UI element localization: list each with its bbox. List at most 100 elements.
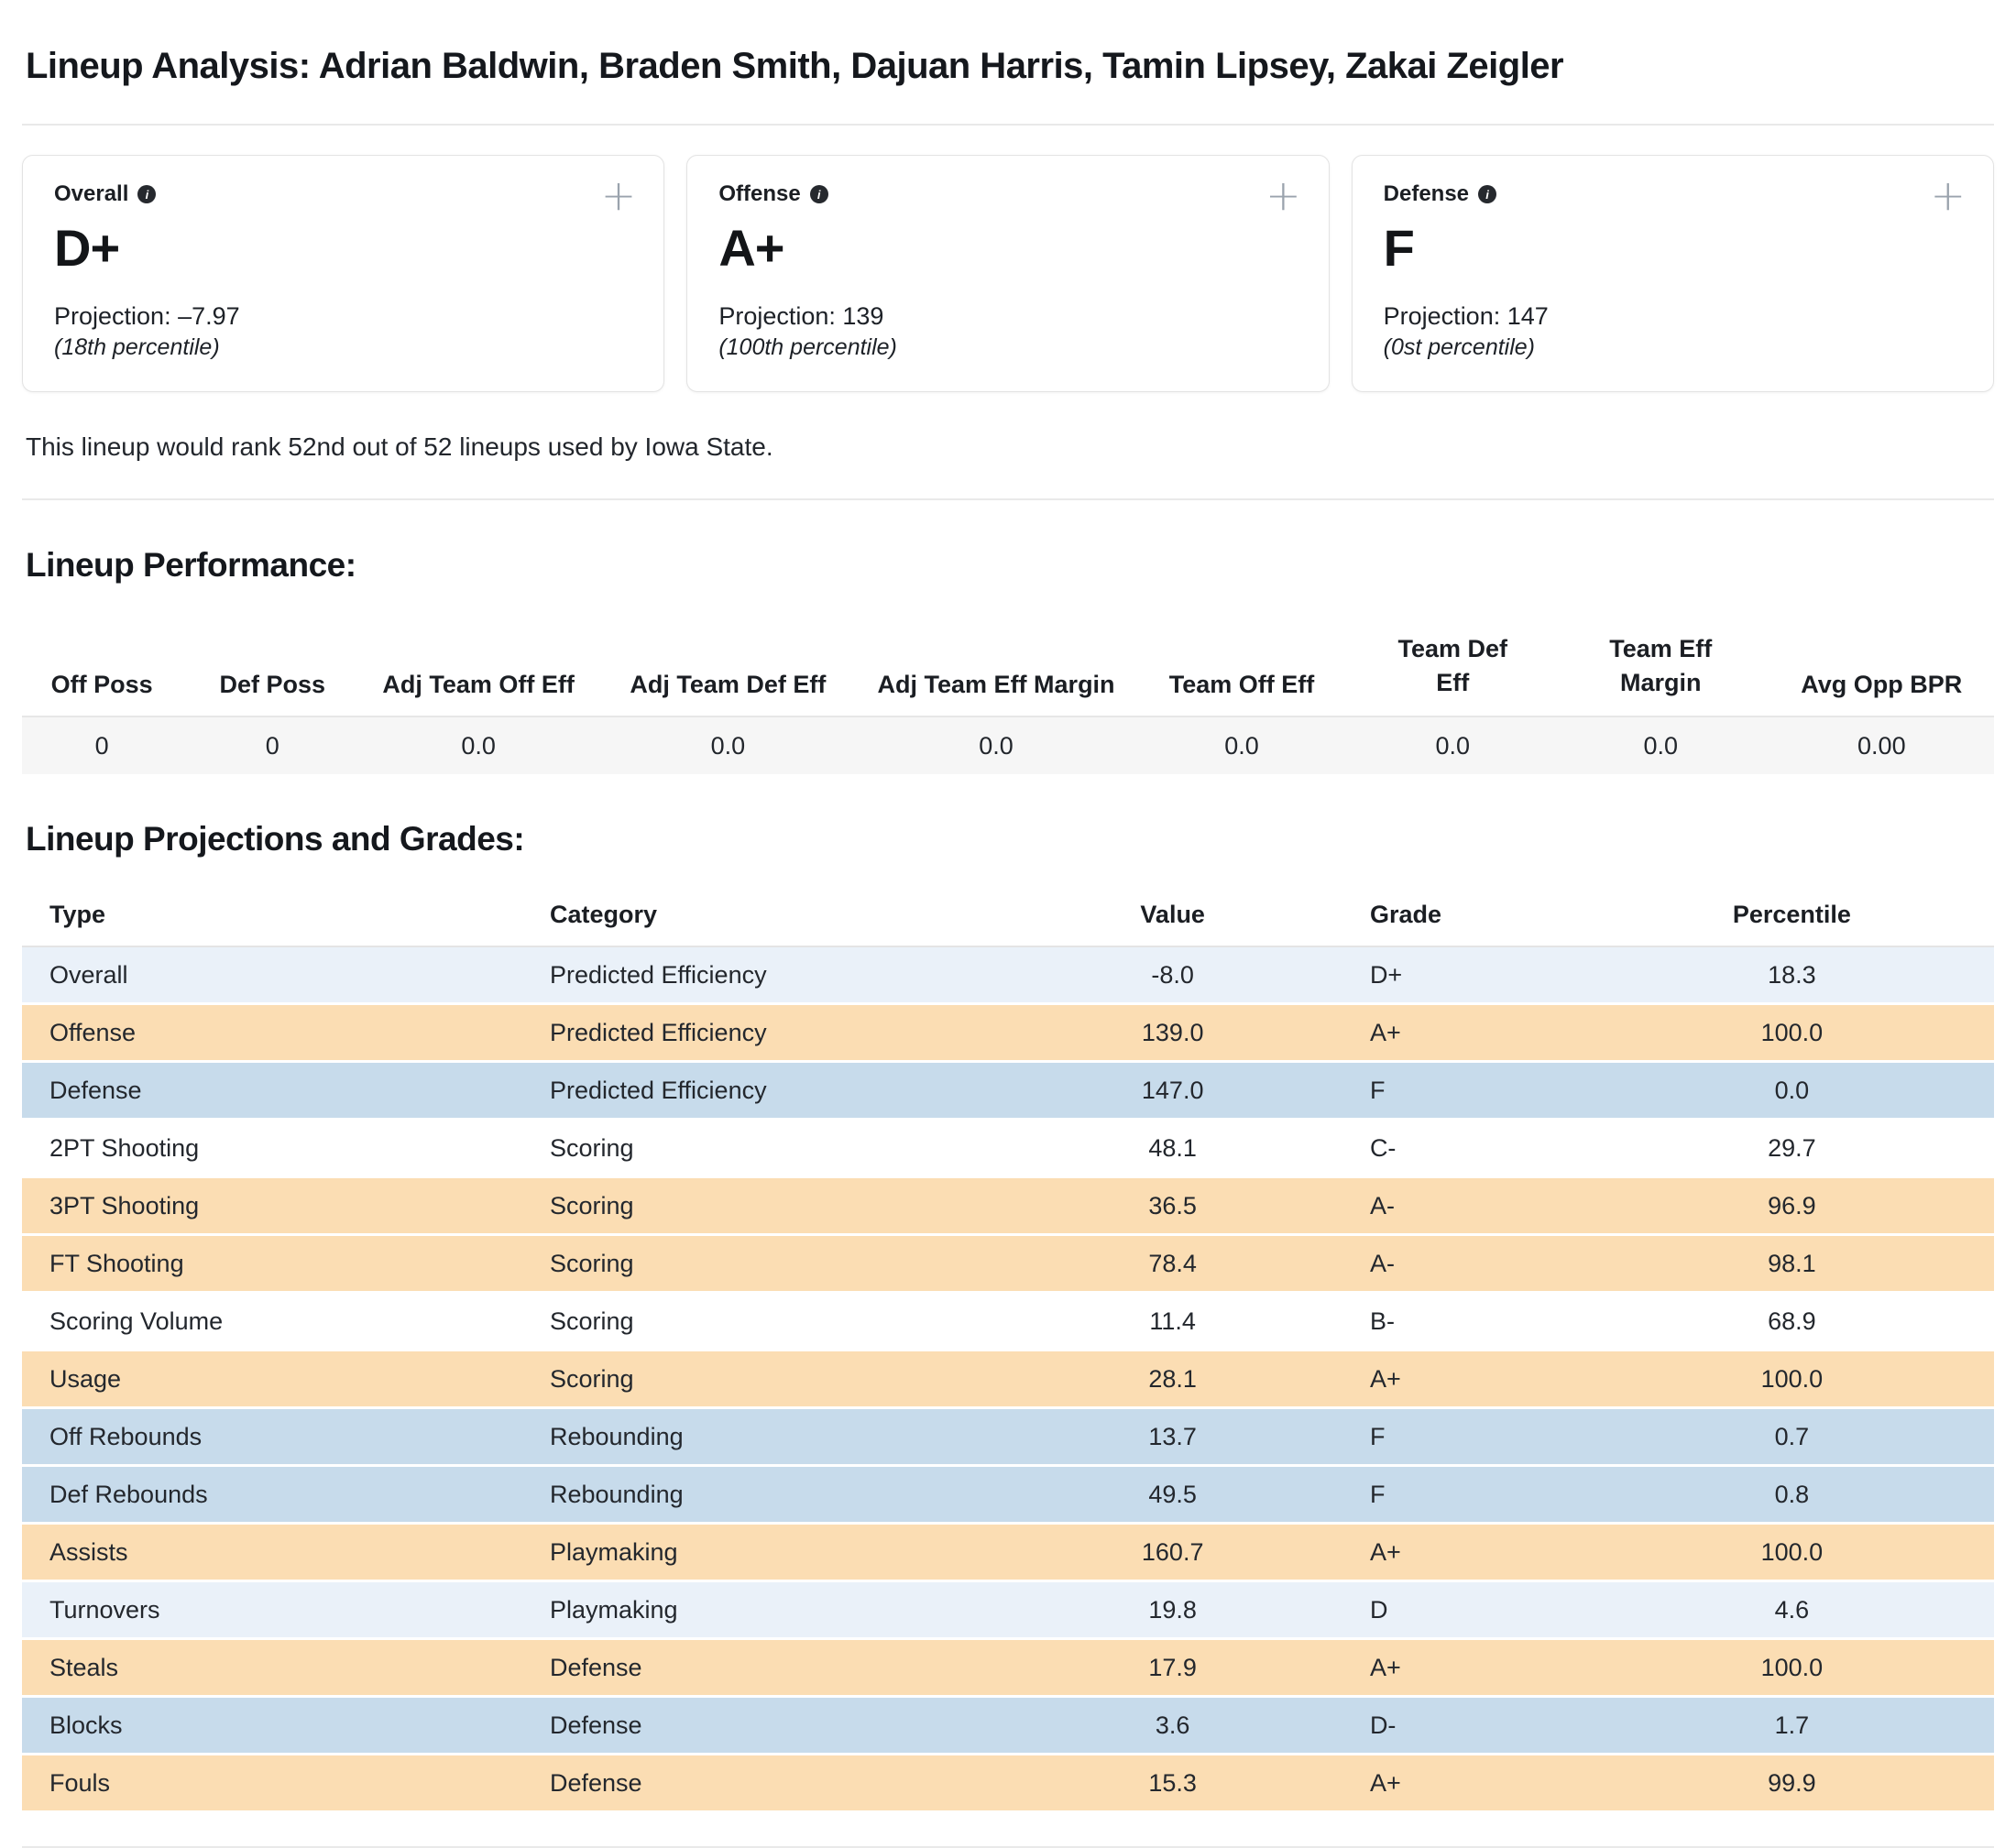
grade-cell: B- — [1305, 1292, 1590, 1352]
performance-heading: Lineup Performance: — [26, 546, 356, 585]
grade-cell: A+ — [1305, 1003, 1590, 1064]
percentile-cell: 29.7 — [1589, 1119, 1994, 1179]
projection-row: Def Rebounds Rebounding 49.5 F 0.8 — [22, 1465, 1994, 1525]
projection-row: Blocks Defense 3.6 D- 1.7 — [22, 1696, 1994, 1756]
value-cell: 0 — [22, 716, 182, 775]
plus-icon[interactable]: + — [600, 170, 637, 220]
value-cell: 0.0 — [1130, 716, 1353, 775]
category-cell: Playmaking — [540, 1523, 1040, 1583]
offense-grade-value: A+ — [718, 219, 784, 277]
type-cell: FT Shooting — [22, 1234, 541, 1295]
offense-grade-card: Offense i + A+ Projection: 139 (100th pe… — [686, 155, 1330, 393]
category-cell: Predicted Efficiency — [540, 1003, 1040, 1064]
projection-row: Fouls Defense 15.3 A+ 99.9 — [22, 1754, 1994, 1814]
column-header: Adj Team Eff Margin — [877, 671, 1115, 699]
type-cell: 3PT Shooting — [22, 1176, 541, 1237]
value-cell: 78.4 — [1039, 1234, 1306, 1295]
grade-cell: D+ — [1305, 946, 1590, 1006]
column-header: Adj Team Off Eff — [382, 671, 575, 699]
type-cell: Turnovers — [22, 1580, 541, 1641]
projection-row: 3PT Shooting Scoring 36.5 A- 96.9 — [22, 1176, 1994, 1237]
grade-cell: A+ — [1305, 1638, 1590, 1699]
performance-values-row: 0 0 0.0 0.0 0.0 0.0 0.0 0.0 0.00 — [22, 716, 1994, 775]
projection-row: 2PT Shooting Scoring 48.1 C- 29.7 — [22, 1119, 1994, 1179]
column-header: Team Eff Margin — [1609, 635, 1713, 696]
value-cell: 0.0 — [363, 716, 595, 775]
percentile-cell: 100.0 — [1589, 1638, 1994, 1699]
category-cell: Defense — [540, 1754, 1040, 1814]
projection-row: Scoring Volume Scoring 11.4 B- 68.9 — [22, 1292, 1994, 1352]
column-header: Grade — [1305, 901, 1590, 948]
projections-table-body: Overall Predicted Efficiency -8.0 D+ 18.3 Off… — [22, 946, 1994, 1814]
value-cell: 11.4 — [1039, 1292, 1306, 1352]
value-cell: 28.1 — [1039, 1350, 1306, 1410]
offense-card-label: Offense — [718, 181, 801, 206]
column-header: Percentile — [1589, 901, 1994, 948]
info-icon[interactable]: i — [809, 185, 828, 203]
value-cell: 19.8 — [1039, 1580, 1306, 1641]
percentile-cell: 100.0 — [1589, 1350, 1994, 1410]
overall-card-label: Overall — [54, 181, 129, 206]
value-cell: 3.6 — [1039, 1696, 1306, 1756]
offense-projection: Projection: 139 — [718, 302, 884, 330]
percentile-cell: 0.8 — [1589, 1465, 1994, 1525]
performance-header-row: Off Poss Def Poss Adj Team Off Eff Adj T… — [22, 632, 1994, 716]
defense-grade-card: Defense i + F Projection: 147 (0st perce… — [1351, 155, 1994, 393]
percentile-cell: 98.1 — [1589, 1234, 1994, 1295]
type-cell: Offense — [22, 1003, 541, 1064]
type-cell: Scoring Volume — [22, 1292, 541, 1352]
column-header: Team Off Eff — [1168, 671, 1315, 699]
type-cell: Usage — [22, 1350, 541, 1410]
grade-cell: F — [1305, 1407, 1590, 1468]
grade-cards-row: Overall i + D+ Projection: –7.97 (18th p… — [22, 155, 1994, 393]
type-cell: 2PT Shooting — [22, 1119, 541, 1179]
defense-projection: Projection: 147 — [1383, 302, 1549, 330]
percentile-cell: 0.0 — [1589, 1061, 1994, 1121]
type-cell: Fouls — [22, 1754, 541, 1814]
page-title: Lineup Analysis: Adrian Baldwin, Braden … — [26, 46, 1564, 86]
percentile-cell: 96.9 — [1589, 1176, 1994, 1237]
value-cell: 139.0 — [1039, 1003, 1306, 1064]
column-header: Off Poss — [50, 671, 153, 699]
overall-percentile: (18th percentile) — [54, 334, 220, 361]
column-header: Def Poss — [219, 671, 326, 699]
projection-row: Turnovers Playmaking 19.8 D 4.6 — [22, 1580, 1994, 1641]
lineup-rank-note: This lineup would rank 52nd out of 52 li… — [26, 432, 773, 462]
type-cell: Assists — [22, 1523, 541, 1583]
category-cell: Predicted Efficiency — [540, 1061, 1040, 1121]
category-cell: Playmaking — [540, 1580, 1040, 1641]
value-cell: 49.5 — [1039, 1465, 1306, 1525]
category-cell: Scoring — [540, 1119, 1040, 1179]
percentile-cell: 0.7 — [1589, 1407, 1994, 1468]
type-cell: Blocks — [22, 1696, 541, 1756]
value-cell: 13.7 — [1039, 1407, 1306, 1468]
value-cell: 0.00 — [1769, 716, 1994, 775]
lineup-performance-table: Off Poss Def Poss Adj Team Off Eff Adj T… — [22, 632, 1994, 775]
value-cell: 160.7 — [1039, 1523, 1306, 1583]
projection-row: Defense Predicted Efficiency 147.0 F 0.0 — [22, 1061, 1994, 1121]
defense-card-label: Defense — [1383, 181, 1470, 206]
percentile-cell: 18.3 — [1589, 946, 1994, 1006]
category-cell: Defense — [540, 1696, 1040, 1756]
projection-row: Offense Predicted Efficiency 139.0 A+ 100.0 — [22, 1003, 1994, 1064]
plus-icon[interactable]: + — [1930, 170, 1966, 220]
value-cell: 0 — [181, 716, 364, 775]
grade-cell: A+ — [1305, 1523, 1590, 1583]
percentile-cell: 100.0 — [1589, 1523, 1994, 1583]
percentile-cell: 1.7 — [1589, 1696, 1994, 1756]
projection-row: Assists Playmaking 160.7 A+ 100.0 — [22, 1523, 1994, 1583]
type-cell: Off Rebounds — [22, 1407, 541, 1468]
column-header: Avg Opp BPR — [1801, 671, 1963, 699]
plus-icon[interactable]: + — [1265, 170, 1301, 220]
info-icon[interactable]: i — [137, 185, 157, 203]
category-cell: Predicted Efficiency — [540, 946, 1040, 1006]
projections-header-row: Type Category Value Grade Percentile — [22, 901, 1994, 948]
info-icon[interactable]: i — [1478, 185, 1497, 203]
value-cell: 17.9 — [1039, 1638, 1306, 1699]
section-divider — [22, 498, 1994, 501]
type-cell: Overall — [22, 946, 541, 1006]
category-cell: Scoring — [540, 1234, 1040, 1295]
grade-cell: C- — [1305, 1119, 1590, 1179]
percentile-cell: 100.0 — [1589, 1003, 1994, 1064]
value-cell: 0.0 — [1551, 716, 1769, 775]
